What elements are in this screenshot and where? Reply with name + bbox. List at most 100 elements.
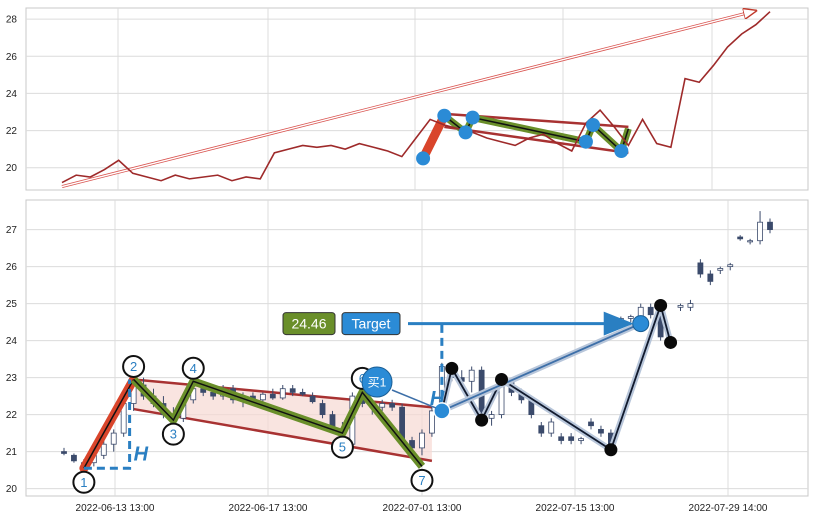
candle-down <box>697 262 704 275</box>
buy-dot <box>433 402 451 420</box>
candle-up <box>379 403 386 408</box>
candle-down <box>558 436 565 441</box>
candle-up <box>110 432 117 445</box>
target-value-label: 24.46 <box>291 316 326 332</box>
overview-y-tick-label: 24 <box>6 89 18 100</box>
overview-y-ticks: 20 22 24 26 28 <box>6 15 18 175</box>
projection-line <box>441 322 642 412</box>
candle-down <box>767 221 773 230</box>
swing-point-markers <box>445 298 678 457</box>
main-x-tick-label: 2022-07-29 14:00 <box>689 503 768 514</box>
candle-up <box>687 303 694 308</box>
candle-down <box>289 388 296 393</box>
candle-down <box>568 436 575 441</box>
overview-pattern-dot <box>614 144 629 158</box>
main-y-tick-label: 21 <box>6 447 18 458</box>
overview-price-line <box>61 11 771 184</box>
overview-pattern-dot <box>458 125 473 140</box>
main-y-ticks: 20 21 22 23 24 25 26 27 <box>6 225 18 495</box>
buy-badge <box>361 366 393 398</box>
candle-down <box>647 306 654 316</box>
overview-channel-bottom <box>444 125 629 155</box>
target-dot <box>632 315 650 333</box>
candle-down <box>538 425 545 434</box>
candle-up <box>747 240 754 243</box>
pattern-point-circle <box>72 470 96 494</box>
candle-up <box>548 421 555 434</box>
overview-grid <box>26 8 808 190</box>
overview-y-tick-label: 22 <box>6 126 18 137</box>
candle-down <box>71 454 77 462</box>
pattern-lines <box>79 374 426 473</box>
main-y-tick-label: 27 <box>6 225 18 236</box>
swing-point-dot <box>475 413 489 427</box>
target-label-box <box>341 312 401 336</box>
buy-label: 买1 <box>368 376 387 390</box>
pattern-point-circle <box>410 468 434 492</box>
candle-up <box>757 221 763 242</box>
main-y-tick-label: 26 <box>6 262 18 273</box>
target-label: Target <box>352 316 391 332</box>
main-x-ticks: 2022-06-13 13:00 2022-06-17 13:00 2022-07-… <box>76 503 768 514</box>
swing-point-dot <box>664 335 678 349</box>
target-value-box <box>282 312 336 336</box>
target-annotation: 24.46 Target <box>282 311 650 336</box>
main-y-tick-label: 22 <box>6 410 18 421</box>
buy-signal-annotation: 买1 <box>361 366 451 420</box>
main-x-tick-label: 2022-07-01 13:00 <box>383 503 462 514</box>
candle-up <box>627 316 634 319</box>
candle-up <box>468 369 475 382</box>
pattern-point-circle <box>161 422 185 446</box>
candle-down <box>598 428 604 434</box>
pole-height-label: H <box>134 443 149 465</box>
candle-down <box>269 393 276 399</box>
main-x-tick-label: 2022-06-17 13:00 <box>229 503 308 514</box>
candle-up <box>279 388 286 399</box>
candle-down <box>61 451 67 454</box>
pole-leg-line <box>83 379 135 469</box>
overview-pattern-dot <box>437 108 452 123</box>
pattern-point-number: 4 <box>190 361 197 376</box>
candle-down <box>737 236 744 240</box>
overview-pattern-dot <box>465 110 480 125</box>
candle-up <box>578 438 584 441</box>
pattern-point-number: 3 <box>170 427 177 442</box>
pattern-point-circle <box>330 435 354 459</box>
overview-panel: 20 22 24 26 28 <box>6 7 809 191</box>
candle-down <box>309 395 316 403</box>
overview-y-tick-label: 28 <box>6 15 18 26</box>
pattern-point-circle <box>181 356 205 380</box>
pattern-point-number: 1 <box>80 475 87 490</box>
candle-up <box>100 443 107 456</box>
candle-up <box>727 264 734 268</box>
pattern-point-number: 5 <box>339 440 346 455</box>
pole-height-dashed <box>83 379 132 470</box>
overview-y-tick-label: 20 <box>6 163 18 174</box>
candle-up <box>717 268 724 271</box>
overview-pattern-dot <box>578 134 593 149</box>
pattern-point-number: 2 <box>130 359 137 374</box>
height-markers: HH <box>83 323 445 470</box>
main-x-tick-label: 2022-06-13 13:00 <box>76 503 155 514</box>
candle-up <box>617 317 624 321</box>
overview-y-tick-label: 26 <box>6 52 18 63</box>
main-y-tick-label: 20 <box>6 484 18 495</box>
candle-up <box>488 414 495 419</box>
overview-plot-area <box>25 7 809 191</box>
swing-point-dot <box>445 361 459 375</box>
candle-up <box>419 432 425 449</box>
overview-trend-arrow-fill <box>61 11 756 188</box>
pattern-point-circle <box>122 354 146 378</box>
main-y-tick-label: 23 <box>6 373 18 384</box>
channel-fill <box>133 379 432 461</box>
main-x-tick-label: 2022-07-15 13:00 <box>536 503 615 514</box>
overview-pattern-dot <box>416 151 431 166</box>
flag-legs-line <box>133 378 423 467</box>
candle-down <box>319 403 326 416</box>
overview-pattern-dots <box>416 108 629 166</box>
candle-up <box>429 410 435 434</box>
buy-pointer <box>391 389 437 409</box>
main-y-tick-label: 25 <box>6 299 18 310</box>
